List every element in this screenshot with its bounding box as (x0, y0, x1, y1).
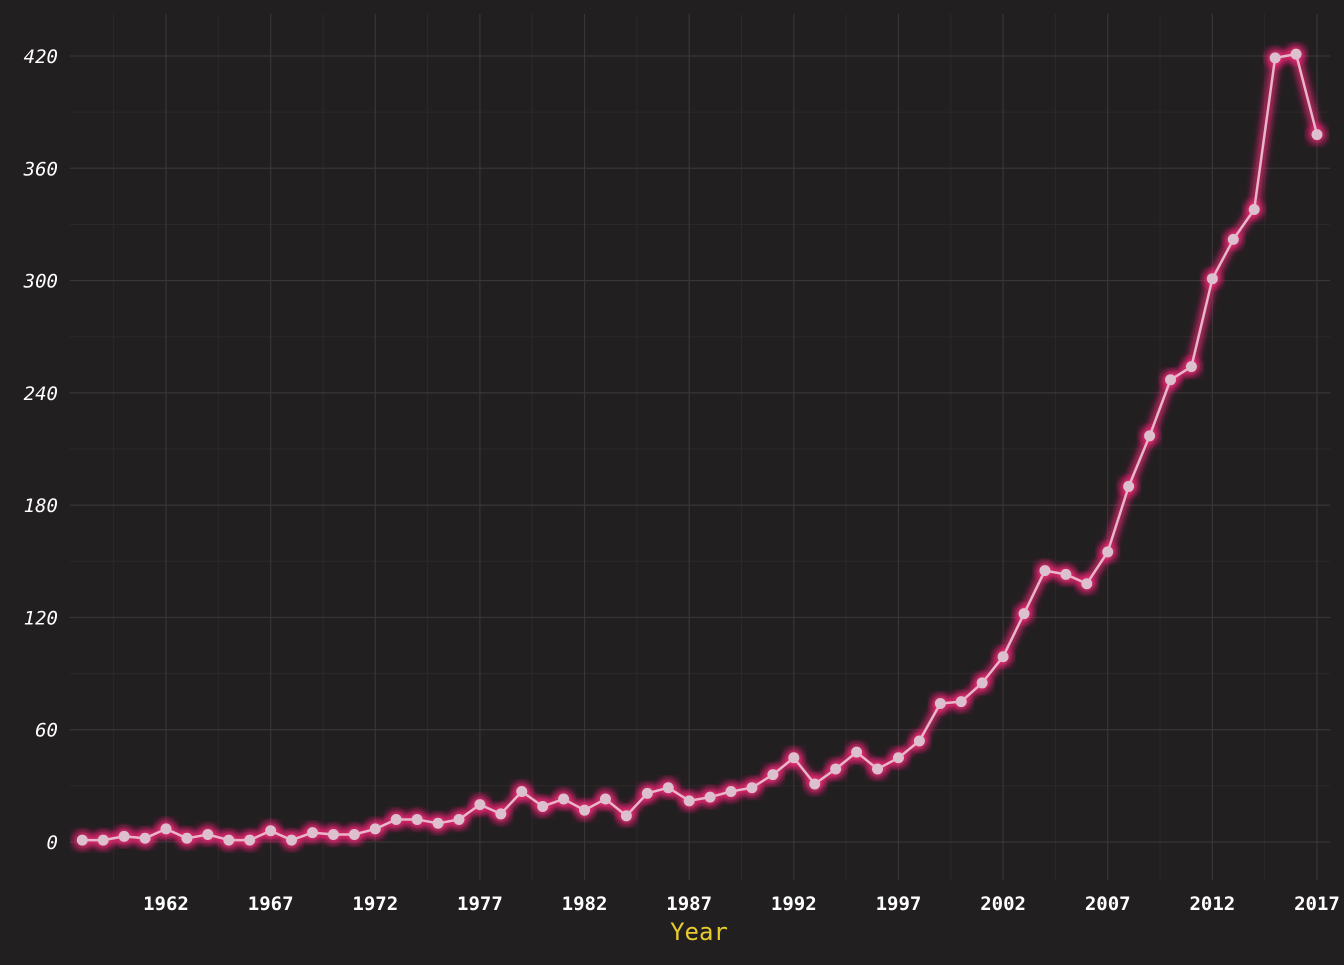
data-point (830, 763, 842, 775)
data-point (1039, 565, 1051, 577)
data-point (139, 832, 151, 844)
x-tick-label: 1972 (352, 893, 398, 915)
data-point (725, 785, 737, 797)
data-point (160, 823, 172, 835)
data-point (579, 804, 591, 816)
data-point (97, 834, 109, 846)
data-point (411, 814, 423, 826)
data-point (181, 832, 193, 844)
x-tick-label: 2012 (1189, 893, 1235, 915)
x-tick-label: 1982 (562, 893, 608, 915)
data-point (809, 778, 821, 790)
data-point (265, 825, 277, 837)
x-tick-label: 1997 (876, 893, 922, 915)
data-point (976, 677, 988, 689)
data-point (223, 834, 235, 846)
x-tick-label: 1962 (143, 893, 189, 915)
data-point (244, 834, 256, 846)
x-tick-label: 1967 (248, 893, 294, 915)
data-point (348, 829, 360, 841)
data-layer (76, 48, 1323, 846)
data-point (662, 782, 674, 794)
data-point (1081, 578, 1093, 590)
data-point (306, 827, 318, 839)
data-point (453, 814, 465, 826)
data-point (390, 814, 402, 826)
data-point (1227, 233, 1239, 245)
data-point (516, 785, 528, 797)
data-point (202, 829, 214, 841)
data-point (1018, 608, 1030, 620)
x-tick-label: 1977 (457, 893, 503, 915)
data-point (788, 752, 800, 764)
y-tick-label: 300 (23, 271, 58, 293)
x-axis-label: Year (670, 918, 728, 946)
data-point (1060, 568, 1072, 580)
x-tick-label: 2002 (980, 893, 1026, 915)
data-point (1311, 129, 1323, 141)
data-point (913, 735, 925, 747)
data-point (558, 793, 570, 805)
tick-labels: 0 60 120 180 240 300 360 420 1962 1967 1972 1977 198… (23, 46, 1340, 915)
data-point (1290, 48, 1302, 60)
data-point (641, 787, 653, 799)
y-tick-label: 60 (35, 720, 58, 742)
data-point (934, 698, 946, 710)
y-tick-label: 180 (24, 495, 58, 517)
y-tick-label: 120 (24, 607, 58, 629)
x-tick-label: 1992 (771, 893, 817, 915)
y-tick-label: 240 (24, 383, 58, 405)
data-point (872, 763, 884, 775)
data-point (1248, 203, 1260, 215)
data-point (1123, 480, 1135, 492)
data-point (118, 830, 130, 842)
x-tick-label: 2007 (1085, 893, 1131, 915)
data-point (599, 793, 611, 805)
data-point (537, 800, 549, 812)
data-point (76, 834, 88, 846)
data-point (955, 696, 967, 708)
data-point (620, 810, 632, 822)
x-tick-label: 1987 (666, 893, 712, 915)
data-point (1165, 374, 1177, 386)
data-point (997, 651, 1009, 663)
data-point (1206, 273, 1218, 285)
data-point (683, 795, 695, 807)
x-tick-label: 2017 (1294, 893, 1340, 915)
data-point (892, 752, 904, 764)
y-tick-label: 420 (24, 46, 58, 68)
data-point (495, 808, 507, 820)
data-point (474, 799, 486, 811)
data-point (1144, 430, 1156, 442)
data-point (286, 834, 298, 846)
y-tick-label: 0 (47, 832, 58, 854)
data-point (767, 769, 779, 781)
data-point (851, 746, 863, 758)
data-point (1102, 546, 1114, 558)
data-point (369, 823, 381, 835)
data-point (704, 791, 716, 803)
data-point (746, 782, 758, 794)
data-point (327, 829, 339, 841)
data-point (432, 817, 444, 829)
y-tick-label: 360 (23, 158, 58, 180)
data-point (1269, 52, 1281, 64)
data-point (1185, 361, 1197, 373)
